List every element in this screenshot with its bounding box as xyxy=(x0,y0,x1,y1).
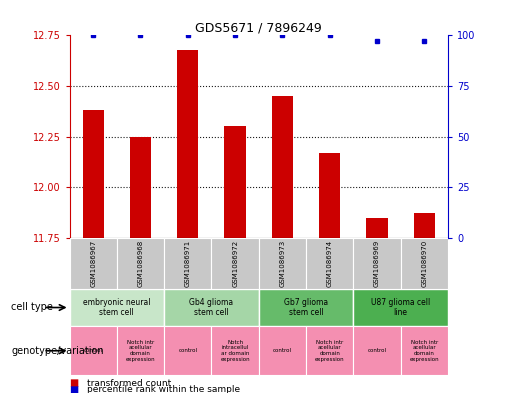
Bar xyxy=(306,238,353,289)
Bar xyxy=(212,326,259,375)
Text: ■: ■ xyxy=(70,385,79,393)
Text: GSM1086967: GSM1086967 xyxy=(90,240,96,287)
Bar xyxy=(401,326,448,375)
Bar xyxy=(164,289,259,326)
Bar xyxy=(259,326,306,375)
Text: percentile rank within the sample: percentile rank within the sample xyxy=(87,386,239,393)
Bar xyxy=(353,238,401,289)
Text: GSM1086970: GSM1086970 xyxy=(421,240,427,287)
Text: control: control xyxy=(178,348,197,353)
Text: GSM1086969: GSM1086969 xyxy=(374,240,380,287)
Text: cell type: cell type xyxy=(11,302,53,312)
Text: control: control xyxy=(83,348,102,353)
Text: Notch
intracellul
ar domain
expression: Notch intracellul ar domain expression xyxy=(220,340,250,362)
Text: U87 glioma cell
line: U87 glioma cell line xyxy=(371,298,431,317)
Text: GSM1086974: GSM1086974 xyxy=(327,240,333,287)
Text: GSM1086973: GSM1086973 xyxy=(280,240,285,287)
Bar xyxy=(70,238,117,289)
Bar xyxy=(82,110,104,238)
Text: GSM1086971: GSM1086971 xyxy=(185,240,191,287)
Text: Gb7 glioma
stem cell: Gb7 glioma stem cell xyxy=(284,298,328,317)
Text: embryonic neural
stem cell: embryonic neural stem cell xyxy=(83,298,150,317)
Bar xyxy=(401,238,448,289)
Bar xyxy=(353,289,448,326)
Text: transformed count: transformed count xyxy=(87,379,171,387)
Bar xyxy=(164,326,212,375)
Text: Notch intr
acellular
domain
expression: Notch intr acellular domain expression xyxy=(126,340,156,362)
Bar xyxy=(70,289,164,326)
Text: control: control xyxy=(273,348,292,353)
Bar xyxy=(70,326,117,375)
Bar xyxy=(353,326,401,375)
Bar xyxy=(259,289,353,326)
Bar xyxy=(272,96,293,238)
Bar xyxy=(164,238,212,289)
Bar xyxy=(117,238,164,289)
Bar xyxy=(259,238,306,289)
Bar xyxy=(117,326,164,375)
Text: genotype/variation: genotype/variation xyxy=(11,345,104,356)
Bar xyxy=(414,213,435,238)
Bar xyxy=(177,50,198,238)
Title: GDS5671 / 7896249: GDS5671 / 7896249 xyxy=(195,21,322,34)
Bar xyxy=(306,326,353,375)
Bar xyxy=(367,217,388,238)
Text: Notch intr
acellular
domain
expression: Notch intr acellular domain expression xyxy=(409,340,439,362)
Bar xyxy=(212,238,259,289)
Bar xyxy=(225,127,246,238)
Text: Notch intr
acellular
domain
expression: Notch intr acellular domain expression xyxy=(315,340,345,362)
Bar xyxy=(130,136,151,238)
Bar xyxy=(319,153,340,238)
Text: control: control xyxy=(368,348,387,353)
Text: GSM1086972: GSM1086972 xyxy=(232,240,238,287)
Text: ■: ■ xyxy=(70,378,79,388)
Text: GSM1086968: GSM1086968 xyxy=(138,240,144,287)
Text: Gb4 glioma
stem cell: Gb4 glioma stem cell xyxy=(190,298,233,317)
